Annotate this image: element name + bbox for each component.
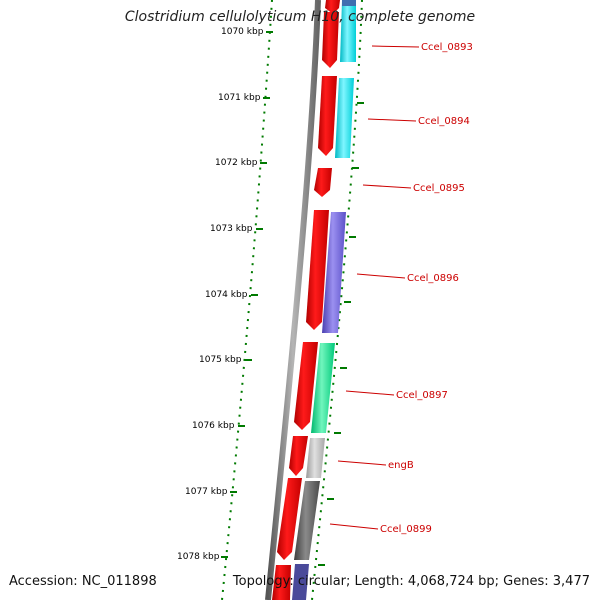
kbp-ticks: [221, 31, 273, 558]
kbp-label: 1076 kbp: [192, 421, 235, 431]
cds-arrow: [325, 0, 340, 14]
map-title: Clostridium cellulolyticum H10, complete…: [124, 9, 476, 25]
cds-ccel0899: [294, 481, 320, 560]
cds-ccel0894: [335, 78, 354, 158]
kbp-label: 1071 kbp: [218, 93, 261, 103]
gene-labels: Ccel_0893 Ccel_0894 Ccel_0895 Ccel_0896 …: [380, 42, 473, 535]
kbp-labels: 1070 kbp 1071 kbp 1072 kbp 1073 kbp 1074…: [177, 27, 264, 562]
minor-ticks: [318, 102, 364, 566]
genome-summary-text: Topology: circular; Length: 4,068,724 bp…: [232, 574, 590, 589]
gene-label: Ccel_0899: [380, 524, 432, 535]
kbp-label: 1070 kbp: [221, 27, 264, 37]
cds-ccel0893: [340, 0, 356, 62]
cds-engB: [306, 438, 325, 478]
cds-arrow: [318, 76, 337, 156]
kbp-label: 1077 kbp: [185, 487, 228, 497]
cds-top-edge: [342, 0, 356, 6]
kbp-label: 1074 kbp: [205, 290, 248, 300]
accession-text: Accession: NC_011898: [9, 574, 157, 589]
gene-label: engB: [388, 460, 414, 471]
backbone-ring: [265, 0, 321, 601]
cds-arrow: [272, 565, 291, 600]
cds-arrow: [277, 478, 302, 560]
cds-arrow: [289, 436, 308, 476]
forward-strand-cds: [272, 0, 340, 600]
kbp-label: 1072 kbp: [215, 158, 258, 168]
cds-arrow: [322, 12, 339, 68]
kbp-label: 1073 kbp: [210, 224, 253, 234]
cds-arrow: [306, 210, 329, 330]
kbp-label: 1078 kbp: [177, 552, 220, 562]
tick-rule-left: [221, 0, 273, 601]
cds-arrow: [294, 342, 318, 430]
gene-label: Ccel_0895: [413, 183, 465, 194]
cds-next: [292, 564, 309, 600]
kbp-label: 1075 kbp: [199, 355, 242, 365]
cds-arrow: [314, 168, 332, 197]
gene-leaders: [329, 45, 420, 530]
cds-ccel0897: [311, 343, 335, 433]
gene-label: Ccel_0896: [407, 273, 459, 284]
reverse-strand-cds: [292, 0, 356, 600]
gene-label: Ccel_0897: [396, 390, 448, 401]
cds-ccel0896: [322, 212, 346, 333]
gene-label: Ccel_0894: [418, 116, 470, 127]
gene-label: Ccel_0893: [421, 42, 473, 53]
